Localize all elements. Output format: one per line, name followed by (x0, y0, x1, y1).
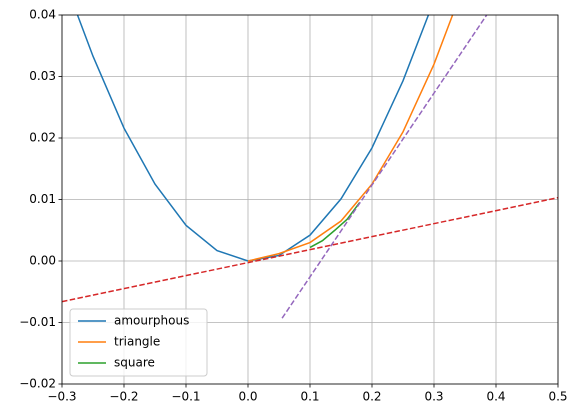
x-tick-label: −0.3 (47, 390, 76, 404)
plot-area (62, 15, 558, 319)
x-tick-label: −0.2 (109, 390, 138, 404)
x-tick-label: 0.1 (300, 390, 319, 404)
series-line (309, 202, 361, 249)
y-tick-label: 0.03 (29, 69, 56, 83)
legend-label: triangle (114, 335, 160, 349)
y-tick-label: 0.04 (29, 8, 56, 22)
x-tick-label: 0.4 (486, 390, 505, 404)
series-line (281, 15, 488, 319)
legend-box (69, 308, 208, 377)
x-tick-label: 0.0 (238, 390, 257, 404)
series-line (247, 15, 454, 262)
y-tick-label: 0.00 (29, 254, 56, 268)
x-tick-label: 0.3 (424, 390, 443, 404)
series-line (62, 196, 558, 303)
legend-label: amourphous (114, 314, 189, 328)
x-tick-label: −0.1 (171, 390, 200, 404)
y-tick-label: −0.01 (19, 315, 56, 329)
legend-label: square (114, 356, 155, 370)
x-tick-label: 0.5 (548, 390, 567, 404)
plot-frame (61, 14, 559, 385)
y-tick-label: −0.02 (19, 377, 56, 391)
x-tick-label: 0.2 (362, 390, 381, 404)
y-tick-label: 0.01 (29, 192, 56, 206)
y-tick-label: 0.02 (29, 131, 56, 145)
